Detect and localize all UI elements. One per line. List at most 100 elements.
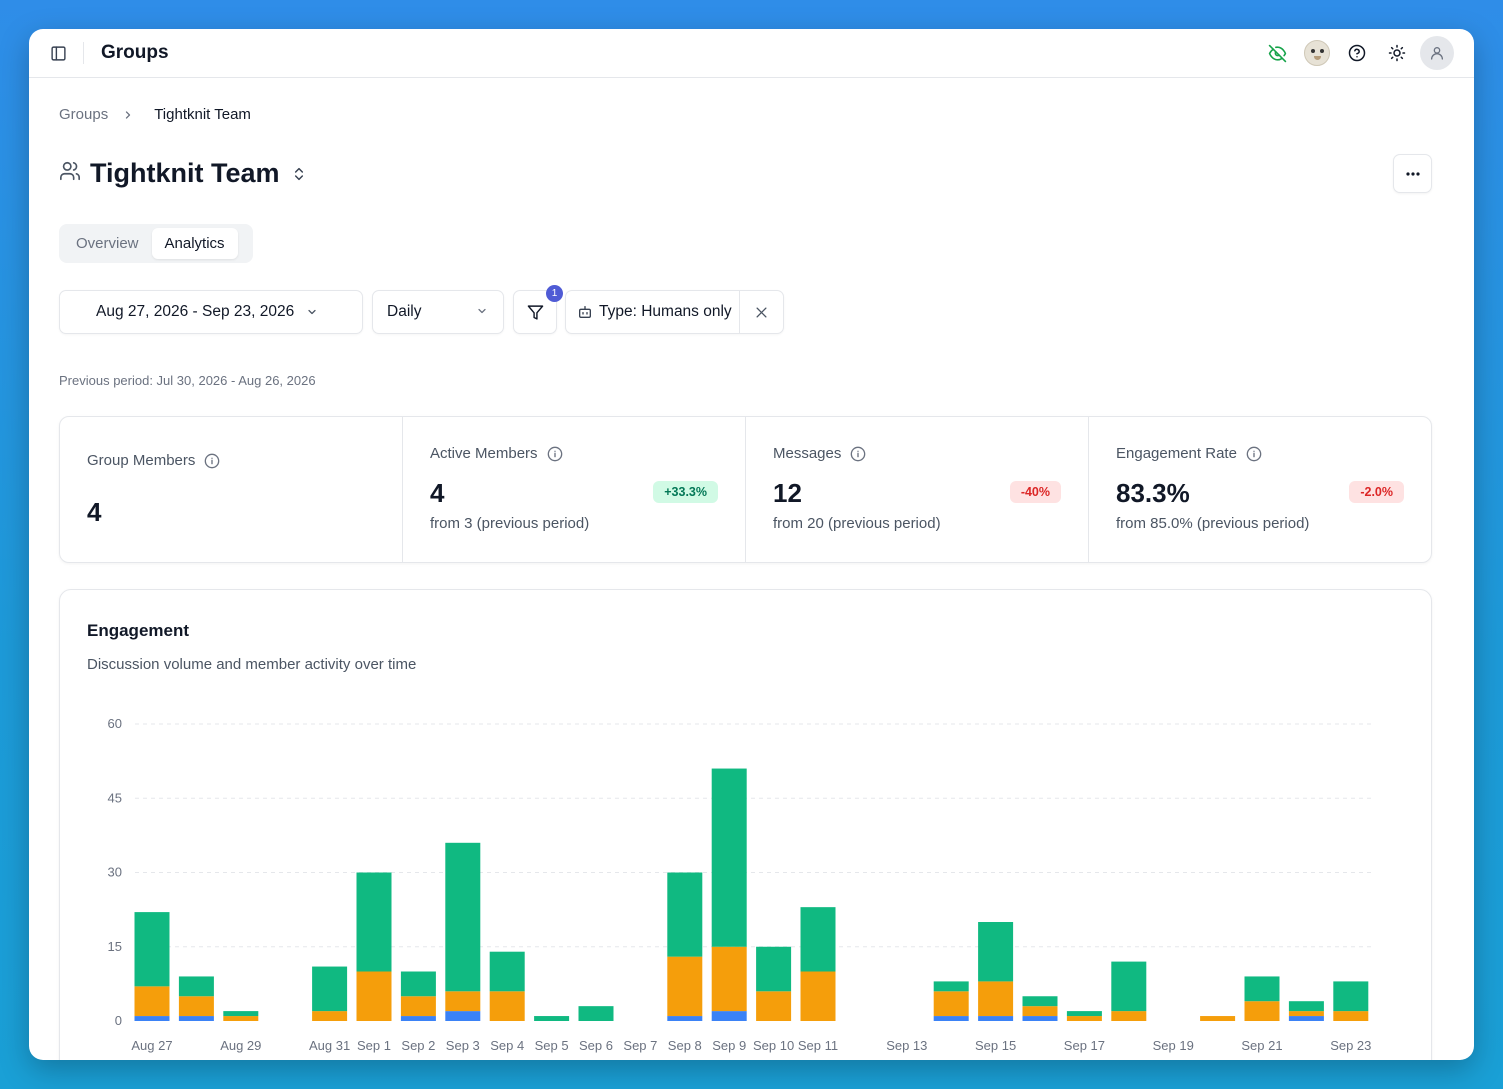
filter-bar: Aug 27, 2026 - Sep 23, 2026 Daily 1 Type… (59, 285, 784, 334)
chevron-right-icon (122, 109, 134, 121)
tab-list: Overview Analytics (59, 224, 253, 263)
chart-bar-segment (178, 976, 214, 997)
more-options-button[interactable] (1393, 154, 1432, 193)
x-tick-label: Sep 2 (401, 1038, 435, 1053)
page-heading: Tightknit Team (59, 158, 307, 189)
x-tick-label: Sep 5 (535, 1038, 569, 1053)
x-tick-label: Sep 1 (357, 1038, 391, 1053)
stat-group-members: Group Members 4 (60, 417, 403, 562)
y-tick-label: 45 (108, 790, 122, 805)
chart-bar-segment (711, 946, 747, 1012)
sun-icon[interactable] (1380, 36, 1414, 70)
chart-bar-segment (134, 1016, 170, 1021)
granularity-select[interactable]: Daily (372, 290, 504, 334)
breadcrumb: Groups Tightknit Team (59, 106, 251, 123)
chart-bar-segment (578, 1006, 614, 1021)
chart-bar-segment (1288, 1016, 1324, 1021)
help-circle-icon[interactable] (1340, 36, 1374, 70)
x-tick-label: Sep 10 (753, 1038, 794, 1053)
stat-value: 4 (430, 478, 445, 508)
chart-bar-segment (756, 946, 792, 992)
stat-label: Messages (773, 445, 842, 462)
remove-filter-button[interactable] (739, 291, 783, 333)
tab-overview[interactable]: Overview (76, 235, 139, 252)
stat-messages: Messages 12 -40% from 20 (previous perio… (746, 417, 1089, 562)
info-icon[interactable] (1246, 446, 1262, 462)
users-icon (59, 160, 81, 187)
info-icon[interactable] (850, 446, 866, 462)
y-tick-label: 30 (108, 865, 122, 880)
chart-bar-segment (933, 981, 969, 992)
breadcrumb-groups-link[interactable]: Groups (59, 106, 109, 123)
divider (83, 42, 84, 64)
page-title: Tightknit Team (90, 158, 280, 188)
chart-bar-segment (356, 971, 392, 1021)
chart-bar-segment (312, 1011, 348, 1021)
user-avatar-button[interactable] (1420, 36, 1454, 70)
chart-bar-segment (445, 991, 481, 1012)
stat-comparison: from 3 (previous period) (430, 515, 590, 532)
chart-bar-segment (1111, 1011, 1147, 1021)
chart-bar-segment (1288, 1001, 1324, 1012)
stat-value: 4 (87, 497, 102, 527)
chart-bar-segment (312, 966, 348, 1012)
x-tick-label: Sep 6 (579, 1038, 613, 1053)
top-icons (1254, 36, 1454, 70)
chevrons-up-down-icon[interactable] (291, 165, 307, 183)
app-title: Groups (101, 42, 169, 63)
x-tick-label: Sep 23 (1330, 1038, 1371, 1053)
chart-bar-segment (1022, 1006, 1058, 1017)
chart-title: Engagement (87, 621, 190, 640)
stat-comparison: from 85.0% (previous period) (1116, 515, 1310, 532)
engagement-chart: 0 15 30 45 60 Aug 27 Aug 29 Aug 31 Sep 1 Sep 2 Sep… (108, 716, 1372, 1053)
chart-bar-segment (534, 1016, 570, 1021)
x-tick-label: Aug 29 (220, 1038, 261, 1053)
chart-bar-segment (400, 996, 436, 1017)
x-tick-label: Sep 17 (1064, 1038, 1105, 1053)
eye-off-icon[interactable] (1260, 36, 1294, 70)
app-window: Groups Groups (29, 29, 1474, 1060)
chart-bar-segment (667, 956, 703, 1017)
stat-label-wrap: Messages (773, 445, 866, 462)
stat-label-wrap: Engagement Rate (1116, 445, 1262, 462)
y-tick-label: 0 (115, 1013, 122, 1028)
stat-value: 12 (773, 478, 802, 508)
chart-bar-segment (978, 1016, 1014, 1021)
chart-bar-segment (445, 1011, 481, 1021)
mascot-avatar[interactable] (1300, 36, 1334, 70)
sidebar-icon[interactable] (49, 44, 67, 62)
date-range-label: Aug 27, 2026 - Sep 23, 2026 (96, 303, 295, 320)
delta-badge: +33.3% (653, 481, 718, 503)
chart-bar-segment (356, 872, 392, 972)
chart-bar-segment (933, 991, 969, 1017)
chart-bar-segment (800, 907, 836, 972)
chart-bar-segment (667, 1016, 703, 1021)
chart-bar-segment (978, 981, 1014, 1017)
type-filter-chip-body[interactable]: Type: Humans only (566, 291, 739, 333)
date-range-picker[interactable]: Aug 27, 2026 - Sep 23, 2026 (59, 290, 363, 334)
info-icon[interactable] (204, 453, 220, 469)
chart-bar-segment (489, 951, 525, 992)
info-icon[interactable] (547, 446, 563, 462)
chart-bar-segment (667, 872, 703, 957)
x-tick-label: Sep 11 (798, 1038, 838, 1053)
chart-bar-segment (134, 986, 170, 1017)
chart-bar-segment (756, 991, 792, 1021)
filter-button[interactable]: 1 (513, 285, 563, 334)
chart-bar-segment (800, 971, 836, 1021)
stats-card: Group Members 4 Active Members 4 +33.3% … (59, 416, 1432, 563)
filter-icon (527, 304, 543, 320)
chart-bar-segment (1066, 1011, 1102, 1017)
bot-icon (579, 306, 591, 318)
x-tick-label: Sep 9 (712, 1038, 746, 1053)
chart-bar-segment (445, 842, 481, 992)
stat-label: Active Members (430, 445, 538, 462)
x-tick-label: Sep 8 (668, 1038, 702, 1053)
x-tick-label: Sep 13 (886, 1038, 927, 1053)
x-tick-label: Aug 27 (131, 1038, 172, 1053)
chart-bar-segment (1111, 961, 1147, 1012)
tab-analytics[interactable]: Analytics (151, 228, 238, 259)
chart-bar-segment (134, 912, 170, 987)
chevron-down-icon (476, 305, 488, 317)
chart-bar-segment (1022, 996, 1058, 1007)
